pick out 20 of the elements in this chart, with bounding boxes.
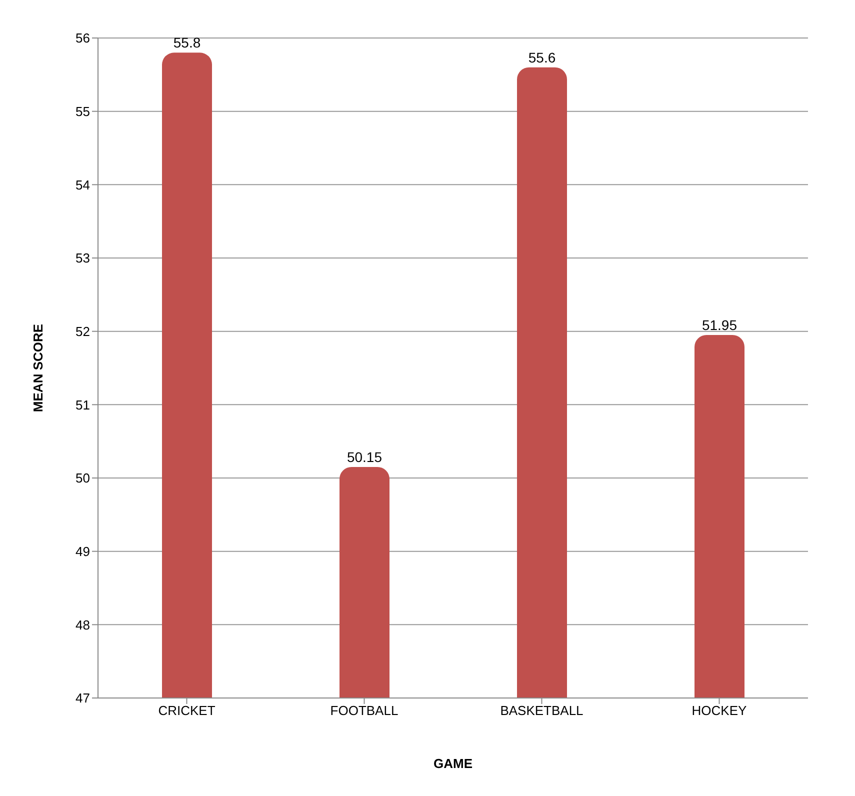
y-tick-label: 50 [76,470,90,486]
data-label: 55.8 [173,34,201,51]
x-tick-label: FOOTBALL [330,703,398,718]
y-tick-label: 51 [76,397,90,412]
x-tick-label: HOCKEY [692,703,748,718]
data-label: 50.15 [346,449,382,465]
y-tick-label: 49 [76,544,90,559]
y-tick-label: 56 [76,30,90,46]
x-tick-label: CRICKET [158,703,216,718]
y-tick-label: 48 [76,617,90,632]
y-tick-label: 53 [76,250,90,266]
y-axis-title: MEAN SCORE [30,324,46,412]
y-tick-label: 47 [76,690,90,706]
x-axis-title: GAME [434,756,473,771]
y-tick-label: 54 [76,177,90,192]
y-tick-label: 52 [76,324,90,339]
x-tick-label: BASKETBALL [500,703,584,718]
data-label: 51.95 [702,317,738,333]
y-tick-label: 55 [76,104,90,119]
data-label: 55.6 [528,49,556,66]
